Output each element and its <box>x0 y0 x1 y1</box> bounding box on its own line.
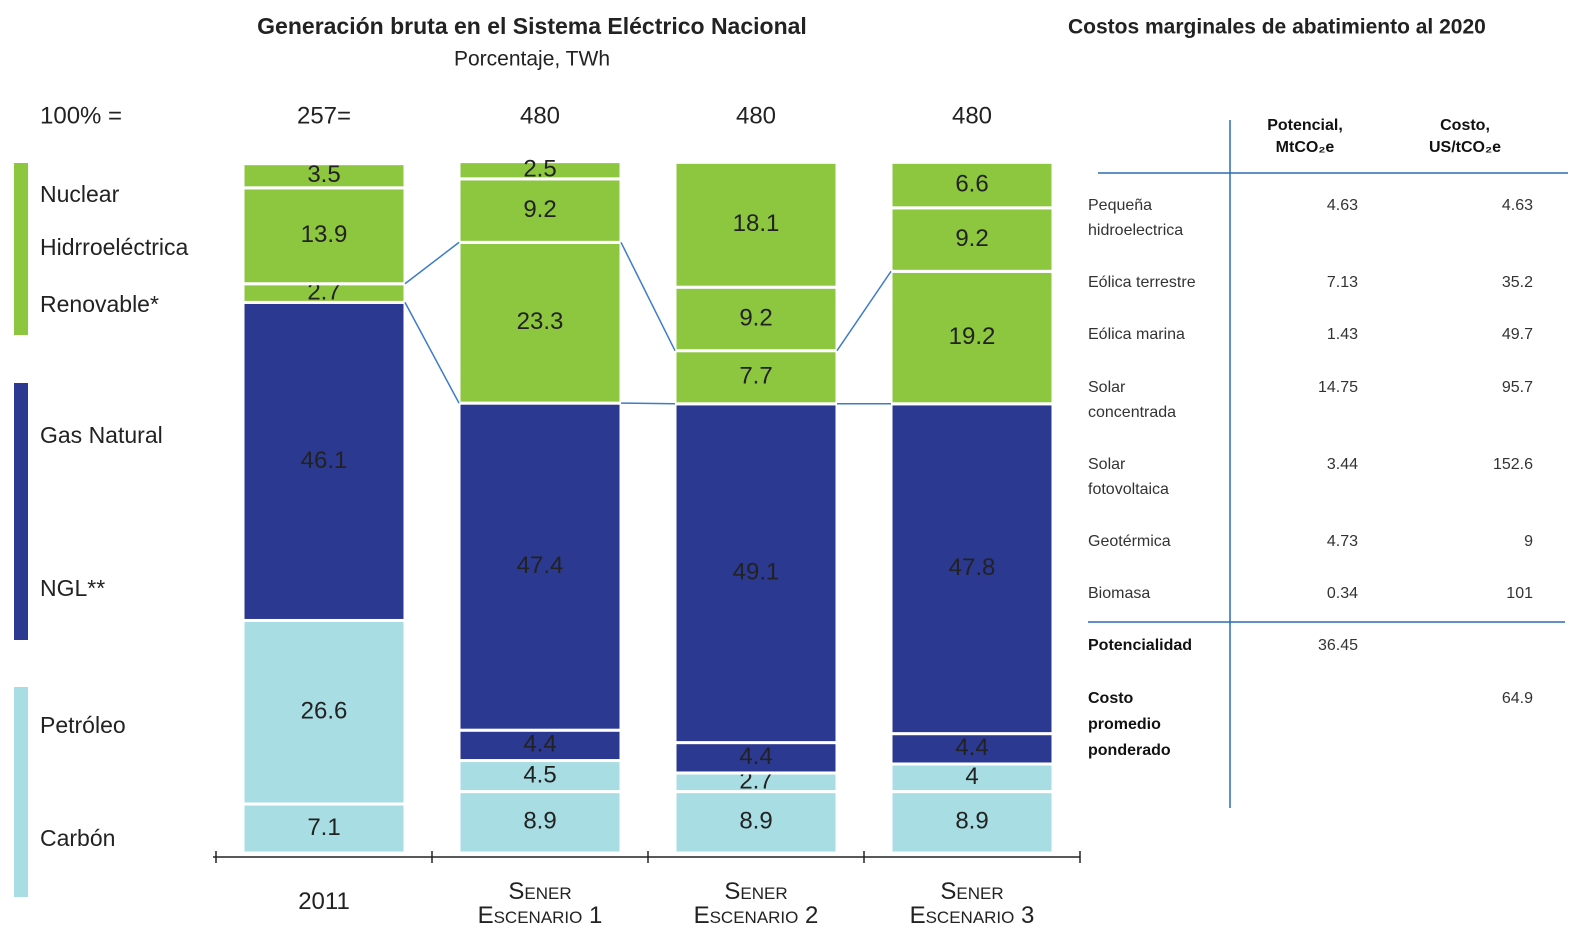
data-label: 8.9 <box>523 808 556 835</box>
costo-cell: 101 <box>1506 585 1533 602</box>
bar-segment <box>241 618 407 806</box>
legend-label: Carbón <box>40 825 115 851</box>
data-label: 4 <box>965 763 978 790</box>
row-label: Eólica terrestre <box>1088 274 1196 291</box>
legend-swatch <box>14 383 28 640</box>
total-label: 480 <box>952 102 992 129</box>
bar-segment <box>241 300 407 622</box>
costo-cell: 152.6 <box>1492 456 1533 473</box>
data-label: 7.1 <box>307 814 340 841</box>
chart-title: Generación bruta en el Sistema Eléctrico… <box>257 13 807 39</box>
row-label: Solar fotovoltaica <box>1088 456 1169 498</box>
costo-cell: 9 <box>1524 533 1533 550</box>
costo-cell: 49.7 <box>1501 326 1533 343</box>
data-label: 13.9 <box>301 221 348 248</box>
potencial-cell: 3.44 <box>1326 456 1358 473</box>
total-label: 480 <box>520 102 560 129</box>
data-label: 7.7 <box>739 363 772 390</box>
x-tick-label: 2011 <box>298 888 350 915</box>
legend-label: Renovable* <box>40 291 159 317</box>
data-label: 19.2 <box>949 323 996 350</box>
table-header: Potencial, MtCO₂e <box>1267 117 1343 156</box>
data-label: 23.3 <box>517 308 564 335</box>
legend-label: Nuclear <box>40 181 120 207</box>
costo-cell: 95.7 <box>1501 379 1533 396</box>
data-label: 9.2 <box>523 196 556 223</box>
bar-segment <box>889 790 1055 855</box>
costo-cell: 4.63 <box>1501 197 1533 214</box>
bar-segment <box>889 206 1055 273</box>
data-label: 3.5 <box>307 161 340 188</box>
data-label: 4.4 <box>955 734 988 761</box>
legend-label: Petróleo <box>40 712 126 738</box>
connector <box>836 270 892 352</box>
potencial-cell: 4.63 <box>1326 197 1358 214</box>
bar-segment <box>457 240 623 405</box>
legend-swatch <box>14 163 28 335</box>
bar-segment <box>673 349 839 406</box>
potencial-cell: 0.34 <box>1326 585 1358 602</box>
row-label: Biomasa <box>1088 585 1151 602</box>
bar-segment <box>889 160 1055 210</box>
data-label: 47.8 <box>949 554 996 581</box>
bar-segment <box>241 186 407 286</box>
data-label: 49.1 <box>733 559 780 586</box>
total-label: Potencialidad <box>1088 637 1193 654</box>
potencial-cell: 4.73 <box>1326 533 1358 550</box>
totals-label: 100% = <box>40 102 122 129</box>
data-label: 4.4 <box>739 743 772 770</box>
legend-label: Hidrroeléctrica <box>40 234 188 260</box>
table-title: Costos marginales de abatimiento al 2020 <box>1068 16 1486 39</box>
potencial-total: 36.45 <box>1317 637 1358 654</box>
connector <box>620 242 676 352</box>
row-label: Eólica marina <box>1088 326 1185 343</box>
x-tick-label: Sener Escenario 3 <box>909 878 1035 929</box>
bar-segment <box>673 285 839 353</box>
data-label: 8.9 <box>739 808 772 835</box>
total-label: 480 <box>736 102 776 129</box>
data-label: 6.6 <box>955 170 988 197</box>
connector <box>404 241 460 285</box>
bar-segment <box>457 401 623 732</box>
potencial-cell: 1.43 <box>1326 326 1358 343</box>
legend-label: Gas Natural <box>40 422 163 448</box>
potencial-cell: 7.13 <box>1326 274 1358 291</box>
data-label: 8.9 <box>955 808 988 835</box>
row-label: Geotérmica <box>1088 533 1171 550</box>
data-label: 26.6 <box>301 698 348 725</box>
legend-label: NGL** <box>40 575 105 601</box>
bar-segment <box>457 160 623 181</box>
total-label: 257= <box>297 102 351 129</box>
data-label: 46.1 <box>301 447 348 474</box>
legend-swatch <box>14 687 28 897</box>
x-tick-label: Sener Escenario 1 <box>477 878 603 929</box>
bar-segment <box>673 160 839 289</box>
data-label: 18.1 <box>733 210 780 237</box>
data-label: 9.2 <box>955 225 988 252</box>
connector <box>620 402 676 405</box>
data-label: 2.5 <box>523 156 556 183</box>
row-label: Solar concentrada <box>1088 379 1177 421</box>
data-label: 4.5 <box>523 761 556 788</box>
bar-segment <box>673 741 839 775</box>
row-label: Pequeña hidroelectrica <box>1088 197 1184 239</box>
costo-total: 64.9 <box>1501 690 1533 707</box>
bar-segment <box>241 162 407 190</box>
bar-segment <box>673 790 839 855</box>
chart-subtitle: Porcentaje, TWh <box>454 48 610 71</box>
costo-cell: 35.2 <box>1501 274 1533 291</box>
data-label: 4.4 <box>523 731 556 758</box>
total-label: Costo promedio ponderado <box>1088 690 1171 759</box>
x-tick-label: Sener Escenario 2 <box>693 878 819 929</box>
bar-segment <box>457 759 623 794</box>
bar-segment <box>457 728 623 763</box>
data-label: 9.2 <box>739 304 772 331</box>
bar-segment <box>457 790 623 855</box>
potencial-cell: 14.75 <box>1317 379 1358 396</box>
table-header: Costo, US/tCO₂e <box>1428 117 1501 156</box>
data-label: 47.4 <box>517 552 564 579</box>
connector <box>404 302 460 404</box>
